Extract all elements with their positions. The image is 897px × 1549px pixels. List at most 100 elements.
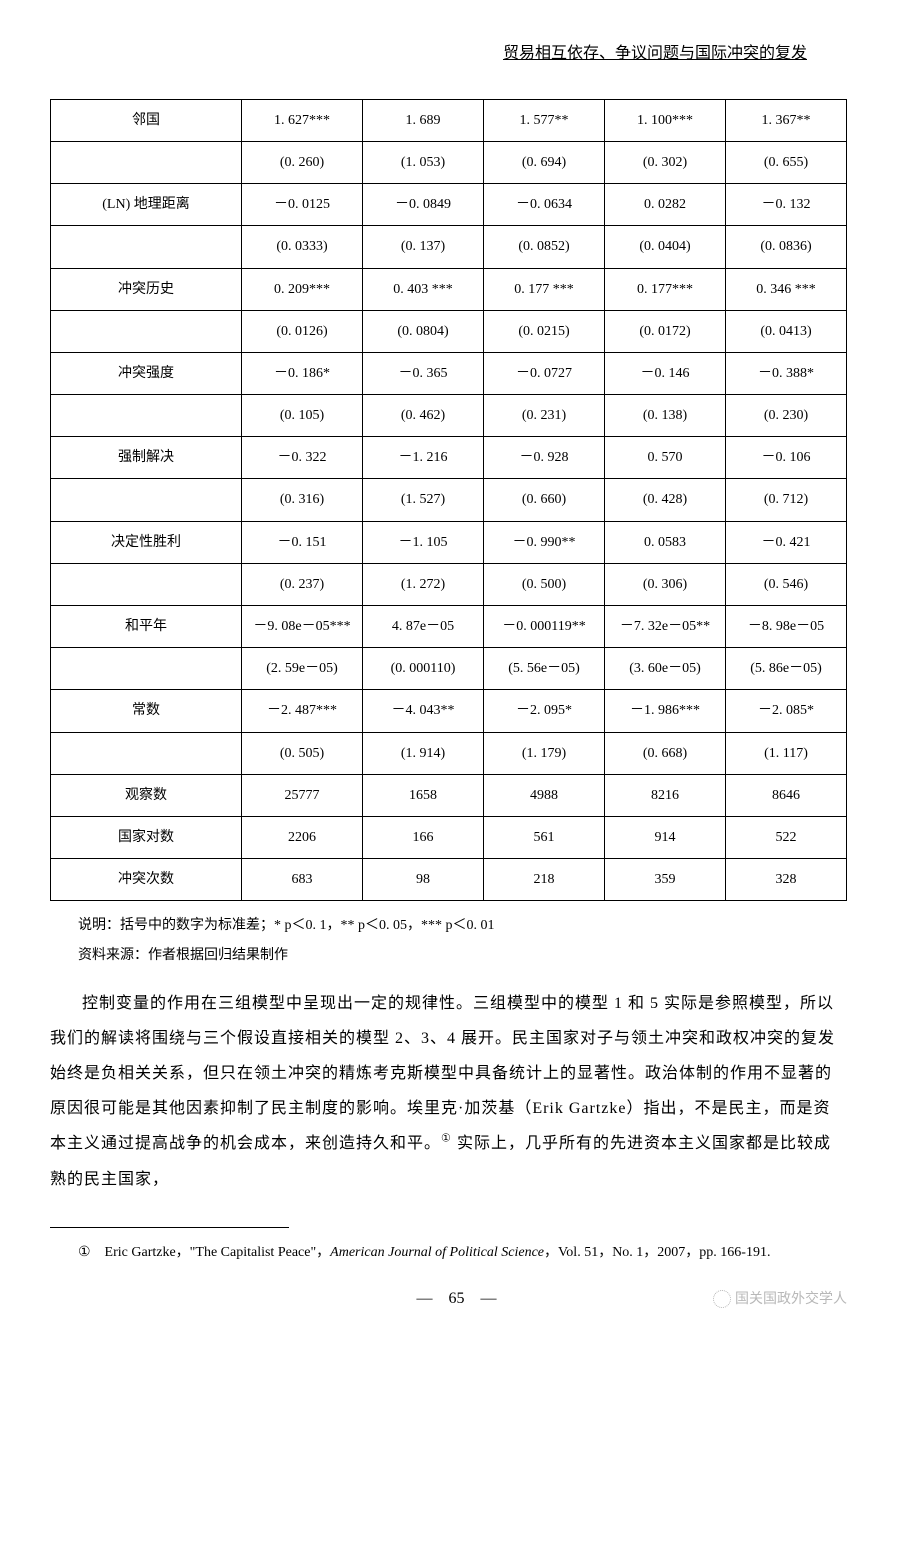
table-cell: 1658 — [363, 774, 484, 816]
table-cell: －7. 32e－05** — [604, 606, 725, 648]
table-cell: (0. 0126) — [242, 310, 363, 352]
table-cell: 359 — [604, 859, 725, 901]
table-cell: (0. 260) — [242, 141, 363, 183]
table-cell: (5. 86e－05) — [725, 648, 846, 690]
table-cell: －8. 98e－05 — [725, 606, 846, 648]
table-row: 常数－2. 487***－4. 043**－2. 095*－1. 986***－… — [51, 690, 847, 732]
table-cell: 观察数 — [51, 774, 242, 816]
table-cell: 328 — [725, 859, 846, 901]
table-cell: 0. 403 *** — [363, 268, 484, 310]
table-cell: 522 — [725, 816, 846, 858]
table-cell: (0. 137) — [363, 226, 484, 268]
table-cell: －2. 095* — [484, 690, 605, 732]
table-cell: －0. 322 — [242, 437, 363, 479]
table-cell: 8646 — [725, 774, 846, 816]
table-cell — [51, 732, 242, 774]
table-cell: 1. 689 — [363, 99, 484, 141]
table-cell: (0. 237) — [242, 563, 363, 605]
table-cell: 1. 367** — [725, 99, 846, 141]
table-cell: 4988 — [484, 774, 605, 816]
table-cell: －0. 132 — [725, 184, 846, 226]
table-cell: 冲突强度 — [51, 352, 242, 394]
table-cell: 0. 0282 — [604, 184, 725, 226]
page-header: 贸易相互依存、争议问题与国际冲突的复发 — [50, 40, 847, 69]
table-cell: (1. 117) — [725, 732, 846, 774]
table-cell: 常数 — [51, 690, 242, 732]
table-cell: (1. 527) — [363, 479, 484, 521]
table-cell: (0. 306) — [604, 563, 725, 605]
table-cell: －0. 928 — [484, 437, 605, 479]
table-cell: (0. 0404) — [604, 226, 725, 268]
table-row: (0. 505)(1. 914)(1. 179)(0. 668)(1. 117) — [51, 732, 847, 774]
table-cell: －2. 487*** — [242, 690, 363, 732]
table-cell: (3. 60e－05) — [604, 648, 725, 690]
table-cell: (0. 0172) — [604, 310, 725, 352]
table-row: (0. 105)(0. 462)(0. 231)(0. 138)(0. 230) — [51, 395, 847, 437]
table-cell: (1. 053) — [363, 141, 484, 183]
table-row: (0. 237)(1. 272)(0. 500)(0. 306)(0. 546) — [51, 563, 847, 605]
table-cell: －0. 365 — [363, 352, 484, 394]
table-cell: 25777 — [242, 774, 363, 816]
table-cell: －0. 388* — [725, 352, 846, 394]
table-row: 冲突次数68398218359328 — [51, 859, 847, 901]
table-row: 冲突历史0. 209***0. 403 ***0. 177 ***0. 177*… — [51, 268, 847, 310]
table-cell: －0. 0634 — [484, 184, 605, 226]
table-cell: 邻国 — [51, 99, 242, 141]
table-cell: (0. 230) — [725, 395, 846, 437]
page-footer: — 65 — 国关国政外交学人 — [50, 1285, 847, 1314]
table-cell — [51, 648, 242, 690]
table-cell: (0. 138) — [604, 395, 725, 437]
table-cell: －4. 043** — [363, 690, 484, 732]
table-cell: (0. 500) — [484, 563, 605, 605]
table-cell: (0. 462) — [363, 395, 484, 437]
table-note-significance: 说明：括号中的数字为标准差；* p＜0. 1，** p＜0. 05，*** p＜… — [78, 913, 847, 938]
table-row: (2. 59e－05)(0. 000110)(5. 56e－05)(3. 60e… — [51, 648, 847, 690]
table-cell: －1. 105 — [363, 521, 484, 563]
table-row: (0. 260)(1. 053)(0. 694)(0. 302)(0. 655) — [51, 141, 847, 183]
table-cell: (0. 231) — [484, 395, 605, 437]
table-cell: －1. 216 — [363, 437, 484, 479]
table-row: 冲突强度－0. 186*－0. 365－0. 0727－0. 146－0. 38… — [51, 352, 847, 394]
table-cell: 683 — [242, 859, 363, 901]
table-cell: (1. 914) — [363, 732, 484, 774]
watermark-text: 国关国政外交学人 — [735, 1287, 847, 1312]
table-cell: －9. 08e－05*** — [242, 606, 363, 648]
table-cell — [51, 479, 242, 521]
table-cell: (0. 0413) — [725, 310, 846, 352]
table-cell: 561 — [484, 816, 605, 858]
watermark: 国关国政外交学人 — [713, 1287, 847, 1312]
table-cell — [51, 226, 242, 268]
table-cell: －1. 986*** — [604, 690, 725, 732]
table-cell: (0. 660) — [484, 479, 605, 521]
table-cell: (0. 0804) — [363, 310, 484, 352]
watermark-logo-icon — [713, 1290, 731, 1308]
table-cell: (0. 505) — [242, 732, 363, 774]
table-cell: －0. 990** — [484, 521, 605, 563]
table-cell: －0. 106 — [725, 437, 846, 479]
table-cell: 强制解决 — [51, 437, 242, 479]
table-cell: (0. 712) — [725, 479, 846, 521]
table-cell: (1. 179) — [484, 732, 605, 774]
table-cell: 0. 570 — [604, 437, 725, 479]
table-row: 国家对数2206166561914522 — [51, 816, 847, 858]
table-cell: －0. 186* — [242, 352, 363, 394]
table-cell: 218 — [484, 859, 605, 901]
table-cell: (0. 668) — [604, 732, 725, 774]
table-row: 观察数257771658498882168646 — [51, 774, 847, 816]
table-cell: (LN) 地理距离 — [51, 184, 242, 226]
table-cell: (0. 0215) — [484, 310, 605, 352]
table-row: 强制解决－0. 322－1. 216－0. 9280. 570－0. 106 — [51, 437, 847, 479]
table-note-source: 资料来源：作者根据回归结果制作 — [78, 943, 847, 968]
table-cell: 1. 627*** — [242, 99, 363, 141]
body-paragraph: 控制变量的作用在三组模型中呈现出一定的规律性。三组模型中的模型 1 和 5 实际… — [50, 986, 847, 1197]
table-cell: －0. 151 — [242, 521, 363, 563]
table-cell — [51, 141, 242, 183]
table-cell: (0. 0852) — [484, 226, 605, 268]
table-cell: (0. 694) — [484, 141, 605, 183]
table-cell: －0. 0849 — [363, 184, 484, 226]
table-cell: (0. 655) — [725, 141, 846, 183]
table-cell: (0. 316) — [242, 479, 363, 521]
regression-table: 邻国1. 627***1. 6891. 577**1. 100***1. 367… — [50, 99, 847, 902]
table-cell: 国家对数 — [51, 816, 242, 858]
table-cell — [51, 563, 242, 605]
